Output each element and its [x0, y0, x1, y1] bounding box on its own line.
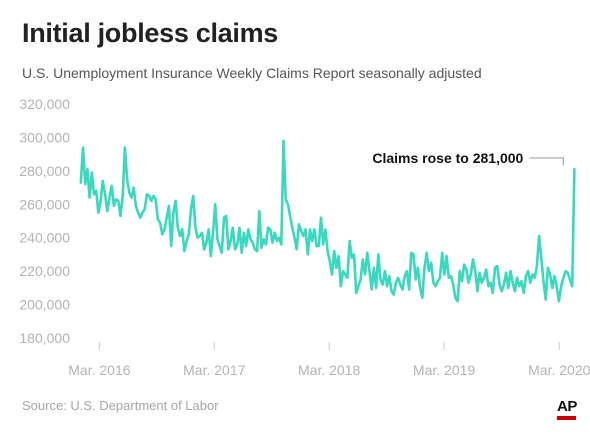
y-tick-label: 280,000 [19, 163, 70, 179]
x-tick-label: Mar. 2016 [68, 362, 130, 378]
source-note: Source: U.S. Department of Labor [22, 398, 219, 413]
y-tick-label: 260,000 [19, 196, 70, 212]
x-tick-label: Mar. 2020 [528, 362, 590, 378]
y-tick-label: 180,000 [19, 330, 70, 346]
y-tick-label: 240,000 [19, 230, 70, 246]
x-tick-label: Mar. 2017 [183, 362, 245, 378]
x-tick-label: Mar. 2019 [413, 362, 475, 378]
chart-title: Initial jobless claims [22, 18, 279, 48]
chart-subtitle: U.S. Unemployment Insurance Weekly Claim… [22, 65, 482, 81]
claims-series-line [79, 139, 576, 303]
y-tick-label: 220,000 [19, 263, 70, 279]
ap-logo-underline [557, 416, 576, 420]
y-tick-label: 200,000 [19, 297, 70, 313]
x-tick-label: Mar. 2018 [298, 362, 360, 378]
y-tick-label: 320,000 [19, 96, 70, 112]
ap-logo: AP [557, 398, 577, 415]
y-tick-label: 300,000 [19, 129, 70, 145]
annotation-leader-line [529, 157, 564, 166]
annotation-label: Claims rose to 281,000 [372, 150, 523, 166]
